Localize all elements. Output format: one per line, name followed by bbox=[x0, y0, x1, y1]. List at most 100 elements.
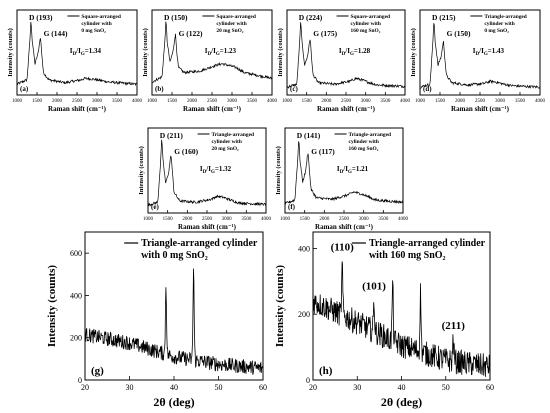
x-tick-label: 3000 bbox=[222, 217, 233, 222]
x-tick-label: 4000 bbox=[261, 217, 272, 222]
legend-text: Square-arranged bbox=[216, 14, 255, 20]
x-tick-label: 2500 bbox=[341, 99, 352, 104]
panel-label: (g) bbox=[91, 365, 104, 377]
spectrum-line bbox=[419, 23, 541, 89]
y-axis-label: Intensity (counts) bbox=[275, 146, 282, 195]
legend-text: Square-arranged bbox=[81, 14, 120, 20]
x-tick-label: 3500 bbox=[241, 217, 252, 222]
legend-text: with 0 mg SnO₂ bbox=[141, 250, 208, 261]
peak-annotation: (110) bbox=[331, 242, 355, 254]
peak-label-d: D (141) bbox=[297, 131, 321, 140]
peak-label-g: G (160) bbox=[174, 147, 198, 156]
legend-text: 160 mg SnO₂ bbox=[351, 28, 381, 34]
legend-text: cylinder with bbox=[216, 21, 246, 27]
x-tick-label: 3000 bbox=[227, 99, 238, 104]
x-tick-label: 4000 bbox=[132, 99, 143, 104]
y-axis-label: Intensity (counts) bbox=[277, 28, 284, 77]
legend-text: 0 mg SnO₂ bbox=[484, 28, 509, 34]
x-tick-label: 1500 bbox=[32, 99, 43, 104]
intensity-ratio: ID/IG=1.32 bbox=[200, 165, 232, 175]
panel-a: 1000 1500 2000 2500 3000 3500 4000 Raman shift … bbox=[7, 9, 143, 113]
panel-label: (f) bbox=[288, 203, 296, 211]
x-tick-label: 30 bbox=[353, 383, 361, 392]
peak-label-d: D (193) bbox=[29, 13, 53, 22]
x-tick-label: 2500 bbox=[339, 217, 350, 222]
legend-text: Triangle-arranged bbox=[484, 14, 526, 20]
legend-text: cylinder with bbox=[349, 139, 379, 145]
x-tick-label: 40 bbox=[398, 383, 406, 392]
peak-label-g: G (122) bbox=[179, 29, 203, 38]
panel-label: (e) bbox=[151, 203, 159, 211]
x-axis-label: Raman shift (cm⁻¹) bbox=[451, 105, 510, 113]
legend-text: cylinder with bbox=[484, 21, 514, 27]
x-tick-label: 50 bbox=[215, 383, 223, 392]
x-tick-label: 1500 bbox=[163, 217, 174, 222]
legend-text: Square-arranged bbox=[351, 14, 390, 20]
panel-label: (h) bbox=[319, 365, 333, 377]
x-tick-label: 3500 bbox=[378, 217, 389, 222]
spectrum-line bbox=[284, 141, 404, 205]
panel-c: 1000 1500 2000 2500 3000 3500 4000 Raman shift … bbox=[277, 9, 411, 113]
y-tick-label: 0 bbox=[78, 376, 82, 385]
x-tick-label: 4000 bbox=[267, 99, 278, 104]
panel-label: (c) bbox=[290, 85, 298, 93]
intensity-ratio: ID/IG=1.21 bbox=[337, 165, 369, 175]
y-axis-label: Intensity (counts) bbox=[142, 28, 149, 77]
x-tick-label: 2000 bbox=[319, 217, 330, 222]
x-tick-label: 4000 bbox=[535, 99, 546, 104]
x-tick-label: 3500 bbox=[247, 99, 258, 104]
peak-label-g: G (150) bbox=[447, 29, 471, 38]
legend-text: Triangle-arranged cylinder bbox=[141, 238, 258, 249]
x-tick-label: 3500 bbox=[515, 99, 526, 104]
legend-text: cylinder with bbox=[81, 21, 111, 27]
peak-label-d: D (224) bbox=[299, 13, 323, 22]
legend-text: Triangle-arranged bbox=[212, 132, 254, 138]
y-tick-label: 200 bbox=[298, 310, 310, 319]
x-tick-label: 2000 bbox=[187, 99, 198, 104]
xrd-line bbox=[312, 261, 491, 377]
peak-label-g: G (175) bbox=[313, 29, 337, 38]
legend-text: 160 mg SnO₂ bbox=[349, 146, 379, 152]
spectrum-line bbox=[16, 21, 138, 87]
y-tick-label: 600 bbox=[70, 249, 82, 258]
x-tick-label: 1000 bbox=[282, 99, 293, 104]
panel-b: 1000 1500 2000 2500 3000 3500 4000 Raman shift … bbox=[142, 9, 278, 113]
x-tick-label: 3000 bbox=[359, 217, 370, 222]
panel-label: (d) bbox=[423, 85, 432, 93]
peak-label-g: G (117) bbox=[311, 147, 335, 156]
x-tick-label: 1500 bbox=[302, 99, 313, 104]
x-tick-label: 1500 bbox=[435, 99, 446, 104]
legend-text: Triangle-arranged cylinder bbox=[369, 238, 486, 249]
legend-text: cylinder with bbox=[212, 139, 242, 145]
intensity-ratio: ID/IG=1.43 bbox=[473, 47, 505, 57]
x-tick-label: 3500 bbox=[380, 99, 391, 104]
x-tick-label: 3500 bbox=[112, 99, 123, 104]
x-tick-label: 20 bbox=[81, 383, 89, 392]
x-axis-label: Raman shift (cm⁻¹) bbox=[48, 105, 107, 113]
panel-g: 20 30 40 50 60 2θ (deg) Intensity (counts) (g) 0… bbox=[46, 231, 267, 409]
x-tick-label: 1500 bbox=[167, 99, 178, 104]
x-tick-label: 1000 bbox=[12, 99, 23, 104]
legend-text: with 160 mg SnO₂ bbox=[369, 250, 446, 261]
x-tick-label: 2000 bbox=[52, 99, 63, 104]
y-axis-label: Intensity (counts) bbox=[138, 146, 145, 195]
x-axis-label: Raman shift (cm⁻¹) bbox=[178, 223, 237, 231]
y-tick-label: 0 bbox=[306, 376, 310, 385]
x-tick-label: 1000 bbox=[147, 99, 158, 104]
intensity-ratio: ID/IG=1.28 bbox=[339, 47, 371, 57]
y-tick-label: 200 bbox=[70, 334, 82, 343]
legend-text: 20 mg SnO₂ bbox=[216, 28, 243, 34]
x-axis-label: Raman shift (cm⁻¹) bbox=[183, 105, 242, 113]
spectrum-line bbox=[152, 21, 273, 84]
panel-label: (a) bbox=[20, 85, 29, 93]
spectrum-line bbox=[147, 139, 267, 207]
x-tick-label: 60 bbox=[486, 383, 494, 392]
y-tick-label: 400 bbox=[298, 244, 310, 253]
y-axis-label: Intensity (counts) bbox=[410, 28, 417, 77]
x-tick-label: 2500 bbox=[202, 217, 213, 222]
panel-label: (b) bbox=[155, 85, 164, 93]
y-axis-label: Intensity (counts) bbox=[274, 265, 286, 348]
x-tick-label: 1000 bbox=[280, 217, 291, 222]
peak-label-g: G (144) bbox=[44, 29, 68, 38]
x-tick-label: 50 bbox=[442, 383, 450, 392]
